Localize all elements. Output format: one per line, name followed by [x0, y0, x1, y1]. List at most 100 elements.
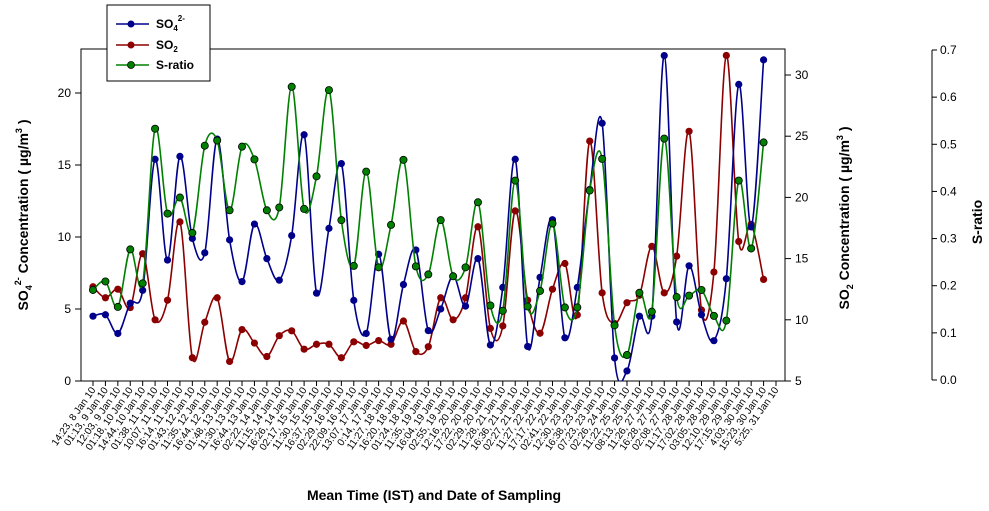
data-point-s-ratio: [585, 186, 594, 195]
data-point-so2: [499, 322, 507, 330]
data-point-s-ratio: [486, 301, 495, 310]
data-point-so2: [598, 289, 606, 297]
data-point-s-ratio: [287, 82, 296, 91]
right-axis: 5 10 15 20 25 30: [785, 68, 809, 388]
data-point-so4: [710, 337, 718, 345]
data-point-so2: [275, 332, 283, 340]
data-point-s-ratio: [349, 261, 358, 270]
legend-item-s-ratio: S-ratio: [116, 58, 194, 72]
data-point-s-ratio: [573, 303, 582, 312]
data-point-so2: [710, 268, 718, 276]
data-point-so2: [201, 318, 209, 326]
y-axis-title-right: SO2 Concentration ( µg/m3 ): [835, 126, 855, 309]
data-point-so4: [399, 280, 408, 289]
svg-text:SO2: SO2: [156, 38, 178, 54]
data-point-so2: [213, 294, 221, 302]
data-point-so2: [437, 294, 445, 302]
data-point-s-ratio: [548, 219, 557, 228]
legend-item-so2: SO2: [116, 38, 178, 54]
series-line-so2: [92, 54, 765, 363]
data-point-s-ratio: [523, 302, 532, 311]
data-point-s-ratio: [324, 86, 333, 95]
left-axis-tick-label: 0: [64, 374, 71, 388]
data-point-so2: [586, 137, 594, 145]
data-point-s-ratio: [461, 263, 470, 272]
data-point-so2: [685, 127, 693, 135]
data-point-s-ratio: [126, 245, 135, 254]
data-point-so2: [226, 357, 234, 366]
data-point-s-ratio: [660, 134, 669, 143]
data-point-so4: [598, 119, 606, 127]
data-point-so4: [461, 302, 470, 310]
data-point-so4: [350, 296, 358, 304]
y-axis-title-ratio: S-ratio: [969, 200, 985, 244]
data-point-so4: [673, 318, 681, 326]
data-point-s-ratio: [300, 204, 309, 213]
data-point-s-ratio: [498, 306, 507, 315]
data-point-s-ratio: [411, 262, 420, 271]
ratio-axis-tick-label: 0.6: [940, 90, 957, 104]
ratio-axis-tick-label: 0.3: [940, 232, 957, 246]
left-axis-tick-label: 15: [58, 158, 72, 172]
data-point-s-ratio: [175, 193, 184, 202]
data-point-so2: [511, 207, 519, 215]
data-point-so4: [362, 329, 370, 338]
svg-text:S-ratio: S-ratio: [156, 58, 194, 72]
data-point-so2: [300, 345, 308, 353]
data-point-so2: [561, 259, 569, 268]
data-point-so4: [486, 341, 494, 349]
left-axis-tick-label: 5: [64, 302, 71, 316]
right-axis-tick-label: 15: [795, 252, 809, 266]
data-point-so2: [238, 325, 246, 334]
data-point-so4: [474, 255, 482, 263]
data-point-so2: [139, 250, 147, 258]
data-point-so4: [151, 155, 159, 163]
left-axis-tick-label: 20: [58, 86, 72, 100]
data-point-s-ratio: [213, 136, 222, 145]
right-axis-tick-label: 10: [795, 313, 809, 327]
data-point-so2: [660, 289, 668, 297]
data-point-so4: [561, 334, 569, 342]
series-line-s-ratio: [92, 85, 765, 359]
data-point-so4: [424, 327, 432, 335]
data-point-s-ratio: [560, 303, 569, 312]
data-point-s-ratio: [709, 311, 718, 320]
data-point-so2: [449, 316, 457, 324]
plot-frame: [80, 48, 786, 382]
right-axis-tick-label: 25: [795, 129, 809, 143]
data-point-s-ratio: [374, 263, 383, 272]
data-point-so4: [722, 275, 730, 283]
data-point-so4: [263, 255, 271, 263]
data-point-s-ratio: [759, 138, 768, 147]
data-point-so2: [474, 223, 482, 231]
data-point-s-ratio: [635, 288, 644, 297]
data-point-so4: [685, 262, 693, 270]
data-point-so2: [375, 337, 383, 345]
legend-marker-s-ratio: [127, 61, 135, 69]
data-point-so2: [263, 352, 271, 361]
data-point-so4: [437, 305, 445, 313]
data-point-so2: [176, 218, 184, 226]
ratio-axis: 0.0 0.1 0.2 0.3 0.4 0.5 0.6 0.7: [931, 43, 957, 387]
data-point-so4: [188, 234, 196, 243]
data-point-s-ratio: [722, 316, 731, 325]
x-axis-title: Mean Time (IST) and Date of Sampling: [307, 487, 561, 503]
data-point-s-ratio: [101, 277, 110, 286]
ratio-axis-tick-label: 0.1: [940, 326, 957, 340]
data-point-s-ratio: [275, 203, 284, 212]
data-point-s-ratio: [238, 142, 247, 151]
data-point-so4: [697, 311, 706, 319]
data-point-so4: [288, 231, 296, 240]
data-point-so2: [101, 294, 110, 302]
data-point-so4: [660, 51, 668, 60]
data-point-so4: [238, 278, 246, 286]
data-point-so2: [548, 285, 557, 293]
data-point-s-ratio: [473, 198, 482, 207]
data-point-s-ratio: [436, 216, 445, 225]
data-point-s-ratio: [362, 167, 371, 176]
data-point-s-ratio: [598, 154, 607, 163]
data-point-s-ratio: [262, 206, 271, 215]
data-point-so2: [648, 242, 656, 250]
